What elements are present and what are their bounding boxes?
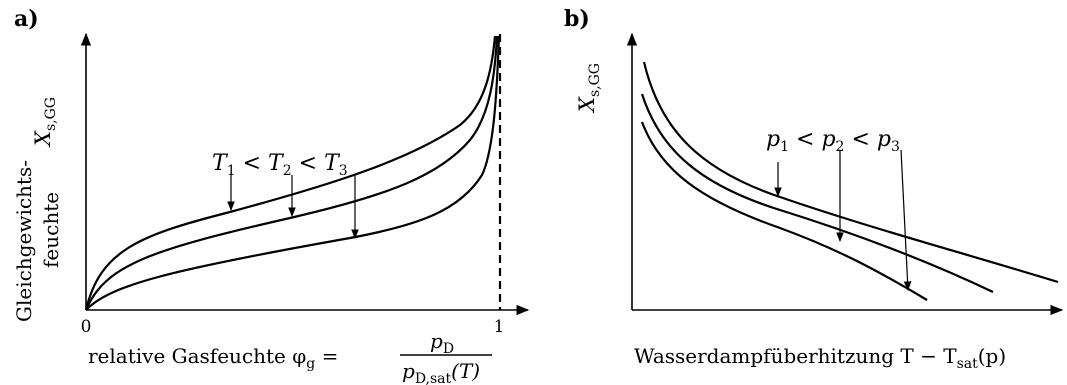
- panel-a-label: a): [14, 6, 39, 32]
- panel-a: a) 0 1 T1 < T2 < T3 Xs,GG Gleichgewichts…: [12, 6, 530, 385]
- panel-b-arrow-p3: [900, 149, 912, 291]
- panel-a-x-label: relative Gasfeuchte φg =: [88, 344, 338, 372]
- fraction-denominator: pD,sat(T): [402, 359, 480, 385]
- panel-a-annotation: T1 < T2 < T3: [212, 151, 348, 179]
- panel-a-x-tick-0: 0: [81, 317, 92, 337]
- panel-b-y-label: Xs,GG: [575, 63, 603, 114]
- panel-a-curve-t1: [84, 35, 497, 311]
- panel-a-fraction: pD pD,sat(T): [400, 329, 492, 385]
- panel-a-y-symbol: Xs,GG: [31, 97, 59, 148]
- panel-b-curve-p1: [642, 61, 1059, 284]
- panel-a-x-tick-1: 1: [494, 317, 505, 337]
- panel-a-y-label-line2: feuchte: [39, 192, 63, 268]
- panel-b-annotation: p1 < p2 < p3: [766, 127, 900, 155]
- panel-b-label: b): [564, 6, 590, 32]
- panel-b-curve-p3: [640, 121, 928, 301]
- panel-a-curve-t3: [85, 35, 501, 311]
- panel-b: b) Xs,GG p1 < p2 < p3 Wasserdampfüberhit…: [564, 6, 1064, 372]
- panel-a-curve-t2: [84, 35, 499, 311]
- panel-a-y-label-line1: Gleichgewichts-: [12, 160, 36, 322]
- fraction-numerator: pD: [430, 329, 454, 357]
- panel-b-x-label: Wasserdampfüberhitzung T − Tsat(p): [634, 344, 1006, 372]
- panel-b-curve-p2: [640, 93, 994, 293]
